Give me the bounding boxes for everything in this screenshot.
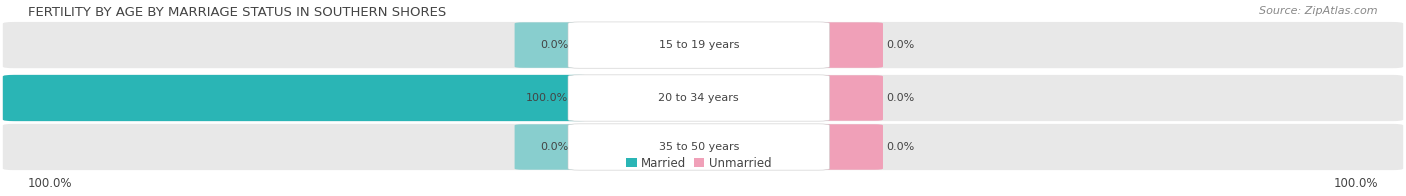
FancyBboxPatch shape: [3, 75, 1403, 121]
FancyBboxPatch shape: [568, 124, 830, 170]
Text: 0.0%: 0.0%: [886, 93, 914, 103]
FancyBboxPatch shape: [515, 22, 588, 68]
Text: 100.0%: 100.0%: [526, 93, 568, 103]
FancyBboxPatch shape: [568, 75, 830, 121]
FancyBboxPatch shape: [810, 124, 883, 170]
FancyBboxPatch shape: [810, 22, 883, 68]
Text: 100.0%: 100.0%: [1333, 177, 1378, 190]
Text: 0.0%: 0.0%: [540, 40, 568, 50]
Text: 20 to 34 years: 20 to 34 years: [658, 93, 740, 103]
Legend: Married, Unmarried: Married, Unmarried: [621, 152, 776, 174]
Text: Source: ZipAtlas.com: Source: ZipAtlas.com: [1260, 6, 1378, 16]
FancyBboxPatch shape: [568, 22, 830, 68]
Text: 0.0%: 0.0%: [886, 40, 914, 50]
Text: 100.0%: 100.0%: [28, 177, 73, 190]
FancyBboxPatch shape: [515, 124, 588, 170]
Text: 0.0%: 0.0%: [886, 142, 914, 152]
Text: 15 to 19 years: 15 to 19 years: [658, 40, 740, 50]
FancyBboxPatch shape: [3, 124, 1403, 170]
Text: 0.0%: 0.0%: [540, 142, 568, 152]
FancyBboxPatch shape: [3, 75, 591, 121]
FancyBboxPatch shape: [3, 22, 1403, 68]
Text: 35 to 50 years: 35 to 50 years: [658, 142, 740, 152]
FancyBboxPatch shape: [810, 75, 883, 121]
Text: FERTILITY BY AGE BY MARRIAGE STATUS IN SOUTHERN SHORES: FERTILITY BY AGE BY MARRIAGE STATUS IN S…: [28, 6, 446, 19]
